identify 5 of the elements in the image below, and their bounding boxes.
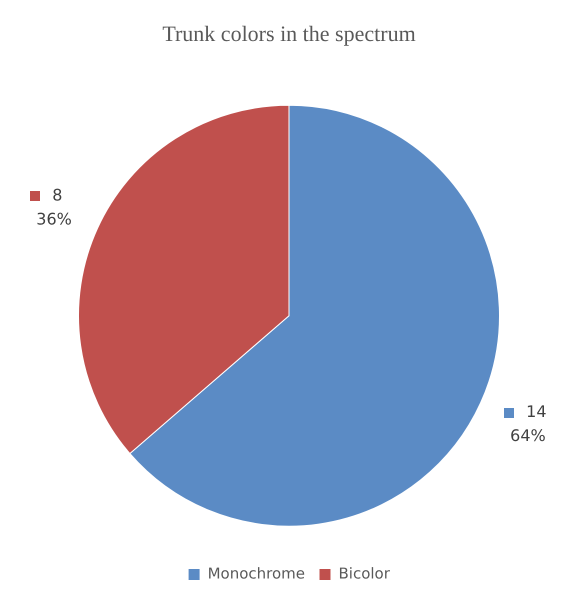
legend-label: Monochrome xyxy=(208,564,306,582)
legend-label: Bicolor xyxy=(338,564,391,582)
chart-title: Trunk colors in the spectrum xyxy=(162,20,416,46)
data-label: 8 36% xyxy=(36,186,72,229)
data-label: 14 64% xyxy=(510,402,547,446)
